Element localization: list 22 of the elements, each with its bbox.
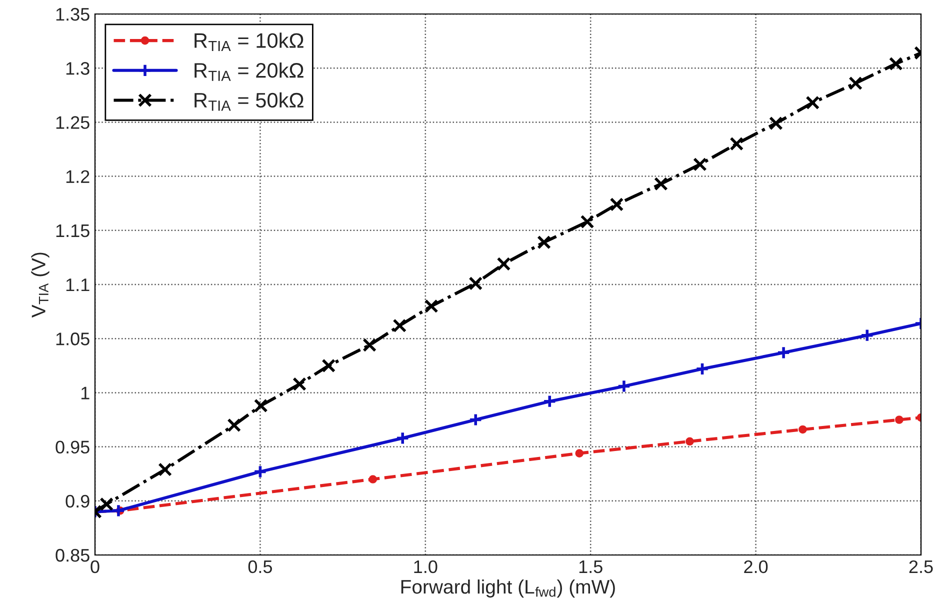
y-tick-label: 0.9 — [66, 494, 90, 508]
x-tick-label: 0 — [90, 560, 100, 574]
y-tick-label: 0.95 — [56, 440, 90, 454]
y-tick-label: 1.1 — [66, 278, 90, 292]
x-tick-label: 1.5 — [579, 560, 602, 574]
y-axis-title: V$_{TIA}$ (V) — [31, 252, 50, 318]
y-tick-label: 1.3 — [66, 62, 90, 75]
x-axis-title: Forward light (L$_{fwd}$) (mW) — [401, 579, 615, 598]
x-tick-label: 2.5 — [909, 560, 933, 574]
y-tick-label: 1.15 — [56, 224, 90, 238]
y-tick-label: 1.05 — [56, 332, 90, 346]
y-tick-label: 1.25 — [56, 116, 90, 129]
legend-label: R$_{TIA}$ = 50kΩ — [194, 92, 304, 111]
y-tick-label: 1.35 — [56, 8, 90, 21]
y-tick-label: 1.2 — [66, 170, 90, 183]
x-tick-label: 1.0 — [414, 560, 438, 574]
legend-label: R$_{TIA}$ = 10kΩ — [194, 32, 304, 52]
legend-label: R$_{TIA}$ = 20kΩ — [194, 62, 304, 81]
x-tick-label: 0.5 — [248, 560, 272, 574]
x-tick-label: 2.0 — [744, 560, 768, 574]
y-tick-label: 1 — [81, 386, 90, 400]
y-tick-label: 0.85 — [56, 548, 90, 562]
